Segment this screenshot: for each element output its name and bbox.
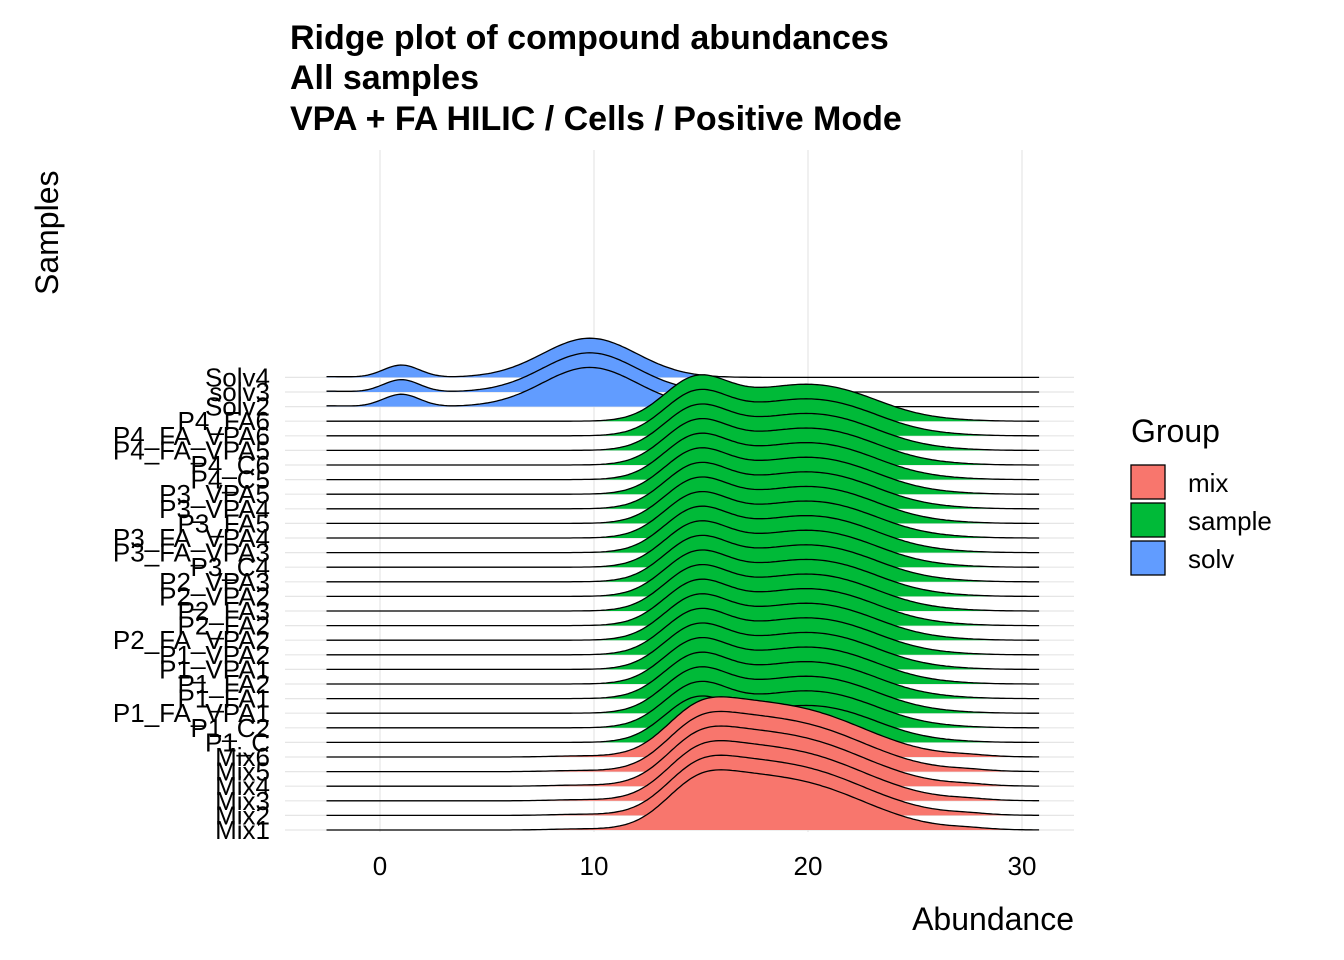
legend-title: Group <box>1131 413 1220 449</box>
ridge-area <box>326 769 1040 830</box>
ridge-outline <box>326 725 1040 787</box>
y-tick-label: solv3 <box>209 377 270 407</box>
legend-swatch <box>1130 464 1166 500</box>
ridge-outline <box>326 549 1040 598</box>
ridge-outline <box>326 680 1040 729</box>
y-tick-label: P2_FA2 <box>177 611 270 641</box>
ridge-outline <box>326 739 1040 802</box>
y-axis-ticks: Mix1Mix2Mix3Mix4Mix5Mix6P1_CP1_C2P1_FA_V… <box>113 362 270 845</box>
ridge-outline <box>326 490 1040 539</box>
y-tick-label: Mix1 <box>215 815 270 845</box>
ridge-area <box>326 338 1040 378</box>
ridge-outline <box>326 636 1040 685</box>
ridge-outline <box>326 432 1040 481</box>
y-tick-label: P3_FA5 <box>177 508 270 538</box>
ridge-area <box>326 367 1040 407</box>
y-tick-label: P2_FA_VPA2 <box>113 625 270 655</box>
y-tick-label: Mix4 <box>215 771 270 801</box>
ridge-outline <box>326 388 1040 437</box>
y-tick-label: P1_FA2 <box>177 669 270 699</box>
y-tick-label: P3_C4 <box>191 552 271 582</box>
y-tick-label: P4_FA_VPA6 <box>113 421 270 451</box>
y-axis-title: Samples <box>29 171 65 296</box>
ridge-outline <box>326 622 1040 671</box>
y-tick-label: P2_VPA3 <box>159 567 270 597</box>
ridge-outline <box>326 695 1040 744</box>
ridge-outline <box>326 505 1040 554</box>
y-tick-label: Solv2 <box>205 392 270 422</box>
y-tick-label: Mix5 <box>215 757 270 787</box>
y-tick-label: P2_FA3 <box>177 596 270 626</box>
y-tick-label: P4_C5 <box>191 465 271 495</box>
title-line-1: Ridge plot of compound abundances <box>290 19 889 57</box>
x-axis-title: Abundance <box>912 901 1074 937</box>
y-tick-label: P1_VPA2 <box>159 640 270 670</box>
x-tick-label: 0 <box>373 851 387 881</box>
y-tick-label: P3_VPA5 <box>159 479 270 509</box>
ridges <box>326 337 1040 831</box>
ridge-outline <box>326 754 1040 817</box>
ridge-outline <box>326 563 1040 612</box>
ridge-outline <box>326 666 1040 714</box>
legend-label: sample <box>1188 506 1272 536</box>
x-axis-ticks: 0 10 20 30 <box>373 851 1037 881</box>
x-tick-label: 20 <box>794 851 823 881</box>
legend: Group mix sample solv <box>1130 413 1272 576</box>
y-tick-label: P2_VPA2 <box>159 581 270 611</box>
ridge-outline <box>326 769 1040 831</box>
legend-swatch <box>1130 502 1166 538</box>
ridge-outline <box>326 417 1040 466</box>
y-tick-label: P4_FA_VPA5 <box>113 435 270 465</box>
ridge-outline <box>326 696 1040 758</box>
ridge-outline <box>326 447 1040 495</box>
title-line-3: VPA + FA HILIC / Cells / Positive Mode <box>290 100 902 138</box>
y-tick-label: Mix3 <box>215 786 270 816</box>
ridge-area <box>326 352 1040 392</box>
y-tick-label: Mix2 <box>215 800 270 830</box>
ridge-outline <box>326 593 1040 641</box>
legend-label: solv <box>1188 544 1234 574</box>
ridge-outline <box>326 337 1040 379</box>
y-tick-label: P3_VPA4 <box>159 494 270 524</box>
y-tick-label: P4_C6 <box>191 450 271 480</box>
ridge-outline <box>326 651 1040 700</box>
ridge-outline <box>326 461 1040 510</box>
ridge-outline <box>326 520 1040 568</box>
y-tick-label: P1_C2 <box>191 713 271 743</box>
y-tick-label: P3_FA_VPA3 <box>113 538 270 568</box>
y-tick-label: P1_VPA1 <box>159 654 270 684</box>
ridge-outline <box>326 710 1040 773</box>
ridge-outline <box>326 578 1040 627</box>
ridge-outline <box>326 403 1040 452</box>
legend-label: mix <box>1188 468 1228 498</box>
y-tick-label: P3_FA_VPA4 <box>113 523 270 553</box>
ridge-outline <box>326 476 1040 525</box>
x-tick-label: 10 <box>580 851 609 881</box>
y-tick-label: Solv4 <box>205 362 270 392</box>
y-tick-label: P1_C <box>205 727 270 757</box>
ridge-outline <box>326 534 1040 583</box>
ridge-outline <box>326 374 1040 422</box>
y-tick-label: P1_FA1 <box>177 684 270 714</box>
ridge-outline <box>326 607 1040 656</box>
legend-swatch <box>1130 540 1166 576</box>
y-tick-label: P4_FA6 <box>177 406 270 436</box>
y-tick-label: Mix6 <box>215 742 270 772</box>
x-tick-label: 30 <box>1008 851 1037 881</box>
title-line-2: All samples <box>290 59 479 97</box>
y-tick-label: P1_FA_VPA1 <box>113 698 270 728</box>
chart-title: Ridge plot of compound abundances All sa… <box>290 19 902 138</box>
